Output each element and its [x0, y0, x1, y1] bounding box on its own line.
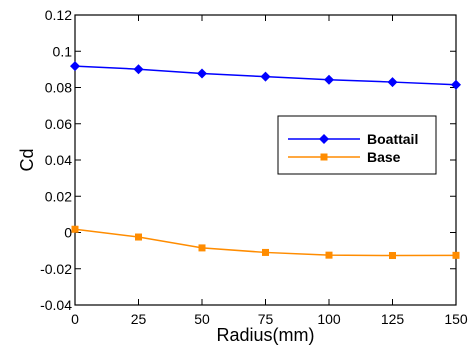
y-tick-label: -0.02: [40, 261, 72, 277]
legend-marker-base: [320, 153, 328, 161]
legend-label-base: Base: [367, 149, 401, 165]
data-point-boattail: [70, 61, 80, 72]
data-point-base: [325, 251, 333, 259]
data-point-boattail: [324, 74, 334, 85]
data-point-base: [135, 233, 142, 241]
y-tick-label: 0: [64, 225, 72, 241]
x-tick-label: 25: [131, 311, 147, 327]
data-point-boattail: [451, 79, 461, 90]
data-series: [70, 61, 461, 260]
legend-marker-boattail: [319, 134, 329, 144]
x-tick-label: 100: [317, 311, 341, 327]
y-tick-label: 0.12: [45, 7, 72, 23]
data-point-boattail: [387, 77, 398, 88]
data-point-base: [198, 244, 206, 252]
data-point-base: [262, 248, 269, 256]
x-tick-label: 0: [71, 311, 79, 327]
x-tick-label: 125: [381, 311, 405, 327]
legend: Boattail Base: [277, 115, 437, 175]
x-axis-title: Radius(mm): [216, 325, 314, 345]
y-tick-label: 0.02: [45, 188, 72, 204]
data-point-base: [452, 251, 460, 259]
legend-box: [277, 115, 437, 175]
y-tick-label: 0.08: [45, 80, 72, 96]
legend-label-boattail: Boattail: [367, 131, 418, 147]
y-tick-label: -0.04: [40, 297, 72, 313]
x-tick-label: 50: [194, 311, 210, 327]
x-tick-label: 150: [444, 311, 468, 327]
y-tick-label: 0.06: [45, 116, 72, 132]
y-axis-title: Cd: [17, 148, 37, 171]
y-tick-label: 0.04: [45, 152, 72, 168]
data-point-boattail: [197, 68, 207, 79]
axis-ticks: 0 25 50 75 100 125 150 -0.04 -0.02 0 0.02 0.04 0.06 0…: [40, 7, 468, 327]
data-point-base: [389, 252, 396, 260]
data-point-boattail: [260, 71, 271, 82]
x-tick-label: 75: [258, 311, 274, 327]
data-point-base: [71, 225, 79, 233]
data-point-boattail: [133, 64, 144, 75]
y-tick-label: 0.1: [53, 43, 73, 59]
